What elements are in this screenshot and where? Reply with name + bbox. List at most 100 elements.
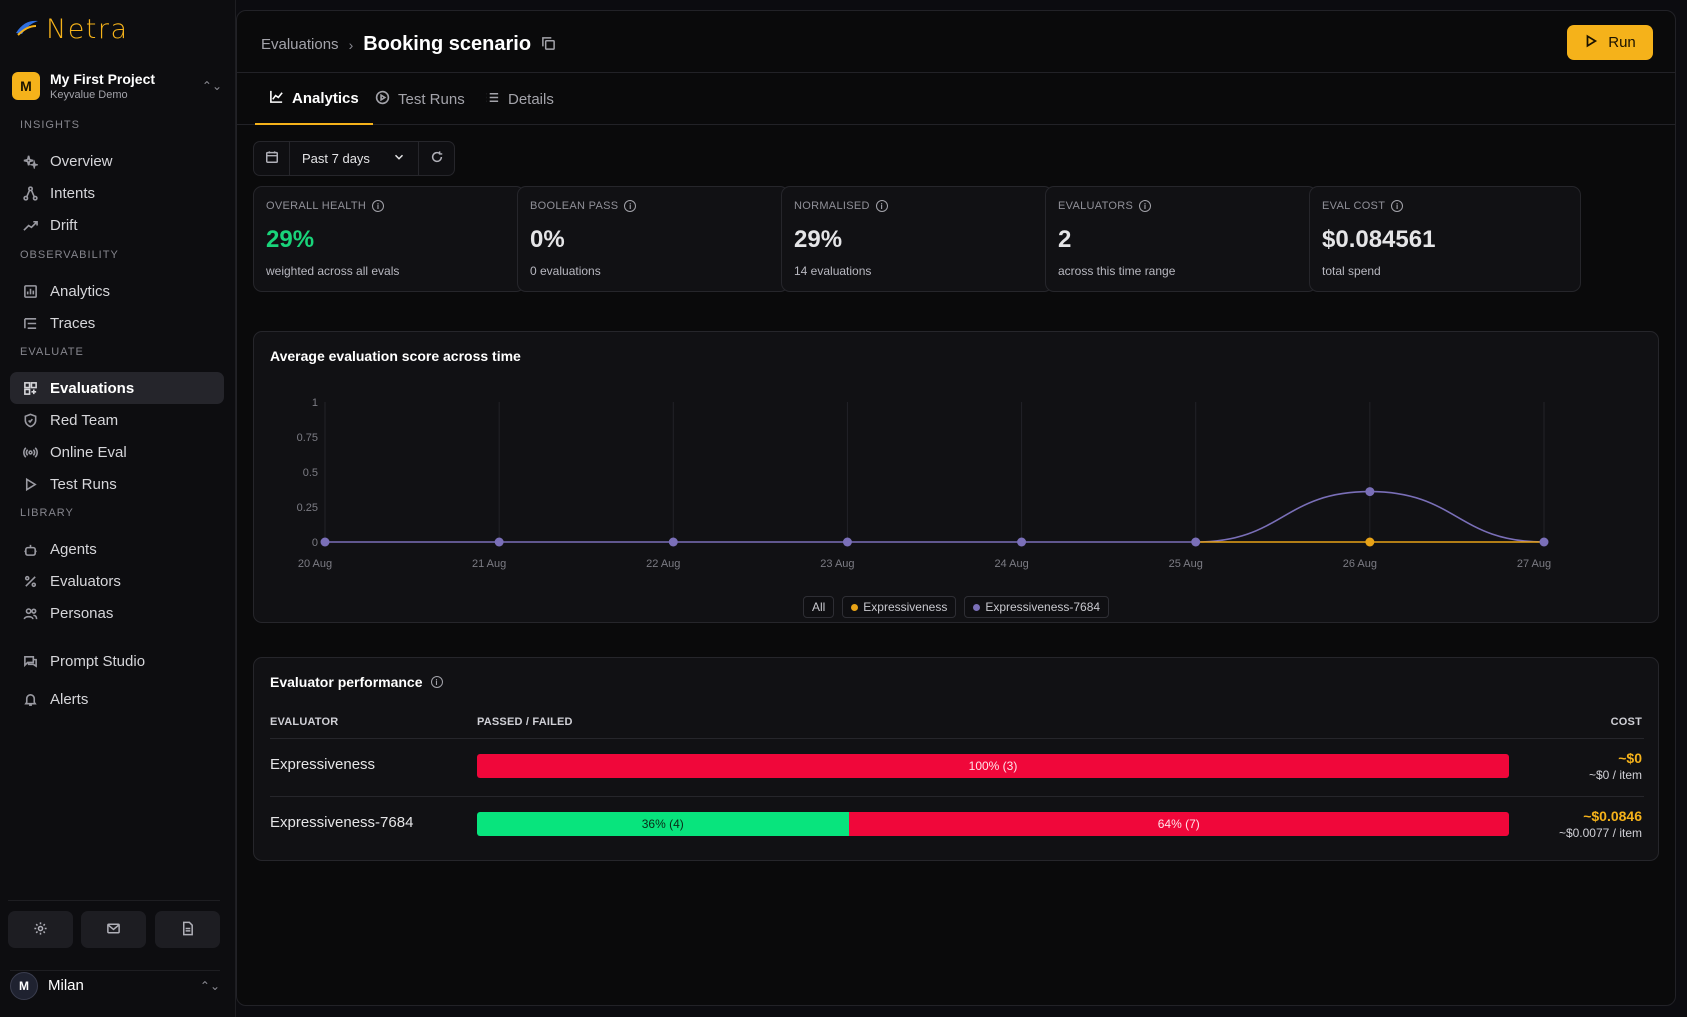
page-header: Evaluations › Booking scenario Run	[237, 11, 1675, 73]
info-icon[interactable]: i	[624, 200, 637, 212]
project-switcher[interactable]: M My First Project Keyvalue Demo ⌃⌄	[12, 68, 222, 104]
user-menu[interactable]: M Milan ⌃⌄	[10, 970, 220, 1000]
legend-dot	[851, 603, 859, 611]
list-tree-icon	[22, 315, 38, 331]
run-button[interactable]: Run	[1567, 25, 1653, 60]
info-icon[interactable]: i	[875, 200, 888, 212]
run-button-label: Run	[1608, 34, 1636, 51]
info-icon[interactable]: i	[430, 676, 443, 688]
chart-legend: All Expressiveness Expressiveness-7684	[254, 596, 1658, 618]
info-icon[interactable]: i	[1391, 200, 1404, 212]
users-icon	[22, 605, 38, 621]
sidebar-item-analytics[interactable]: Analytics	[10, 275, 224, 307]
score-chart-card: Average evaluation score across time 0 0.…	[253, 331, 1659, 623]
sidebar-item-red-team[interactable]: Red Team	[10, 404, 224, 436]
refresh-button[interactable]	[419, 142, 454, 175]
sidebar-item-alerts[interactable]: Alerts	[10, 683, 224, 715]
chevron-updown-icon: ⌃⌄	[199, 978, 220, 993]
refresh-icon	[430, 150, 444, 167]
tab-test-runs[interactable]: Test Runs	[361, 73, 479, 125]
document-icon	[180, 921, 195, 939]
list-icon	[485, 90, 500, 109]
mail-icon	[106, 921, 121, 939]
kpi-label: NORMALISED	[794, 200, 870, 212]
app-logo[interactable]: Netra	[14, 14, 129, 45]
y-tick-label: 1	[312, 397, 318, 409]
docs-button[interactable]	[155, 911, 220, 948]
legend-expressiveness[interactable]: Expressiveness	[842, 596, 957, 618]
y-tick-label: 0.25	[297, 502, 318, 514]
kpi-subtitle: 0 evaluations	[530, 264, 601, 278]
settings-button[interactable]	[8, 911, 73, 948]
x-tick-label: 25 Aug	[1169, 558, 1203, 570]
kpi-value: 29%	[794, 226, 843, 253]
sidebar-item-prompt-studio[interactable]: Prompt Studio	[10, 645, 224, 677]
calendar-button[interactable]	[254, 142, 290, 175]
copy-icon[interactable]	[541, 36, 556, 54]
pass-fail-bar: 100% (3)	[477, 754, 1509, 778]
kpi-card-normalised: NORMALISED i 29% 14 evaluations	[781, 186, 1053, 292]
sidebar-item-label: Alerts	[50, 690, 89, 708]
divider	[270, 738, 1644, 739]
bell-icon	[22, 691, 38, 707]
sidebar-item-label: Drift	[50, 216, 78, 234]
divider	[270, 796, 1644, 797]
data-point	[668, 537, 678, 547]
sidebar: Netra M My First Project Keyvalue Demo ⌃…	[0, 0, 236, 1017]
legend-all[interactable]: All	[802, 596, 835, 618]
performance-title-text: Evaluator performance	[270, 674, 423, 690]
info-icon[interactable]: i	[372, 200, 385, 212]
date-filter: Past 7 days	[253, 141, 455, 176]
sidebar-item-label: Analytics	[50, 282, 111, 300]
page-title: Booking scenario	[363, 33, 532, 55]
x-tick-label: 24 Aug	[994, 558, 1028, 570]
date-range-select[interactable]: Past 7 days	[290, 142, 419, 175]
sidebar-item-evaluators[interactable]: Evaluators	[10, 565, 224, 597]
sidebar-item-overview[interactable]: Overview	[10, 145, 224, 177]
sidebar-item-intents[interactable]: Intents	[10, 177, 224, 209]
y-tick-label: 0.75	[297, 432, 318, 444]
cost-cell: ~$0 ~$0 / item	[1589, 750, 1642, 782]
sidebar-item-label: Evaluators	[50, 572, 121, 590]
data-point	[1365, 537, 1375, 547]
pass-fail-bar: 36% (4) 64% (7)	[477, 812, 1509, 836]
data-point	[1191, 537, 1201, 547]
evaluator-performance-card: Evaluator performance i EVALUATOR PASSED…	[253, 657, 1659, 861]
sidebar-item-label: Agents	[50, 540, 97, 558]
sidebar-item-drift[interactable]: Drift	[10, 209, 224, 241]
project-avatar: M	[12, 72, 40, 100]
user-name: Milan	[48, 977, 84, 994]
cost-total: ~$0	[1618, 750, 1642, 766]
data-point	[320, 537, 330, 547]
kpi-card-eval-cost: EVAL COST i $0.084561 total spend	[1309, 186, 1581, 292]
breadcrumb-evaluations-link[interactable]: Evaluations	[261, 36, 339, 53]
sidebar-item-online-eval[interactable]: Online Eval	[10, 436, 224, 468]
column-header-evaluator: EVALUATOR	[270, 716, 339, 728]
data-point	[842, 537, 852, 547]
tab-label: Test Runs	[398, 90, 465, 108]
x-tick-label: 26 Aug	[1343, 558, 1377, 570]
broadcast-icon	[22, 444, 38, 460]
tab-details[interactable]: Details	[471, 73, 568, 125]
legend-expressiveness-7684[interactable]: Expressiveness-7684	[964, 596, 1110, 618]
data-point	[494, 537, 504, 547]
info-icon[interactable]: i	[1139, 200, 1152, 212]
sidebar-item-label: Intents	[50, 184, 96, 202]
play-circle-icon	[375, 90, 390, 109]
sidebar-item-agents[interactable]: Agents	[10, 533, 224, 565]
sidebar-item-traces[interactable]: Traces	[10, 307, 224, 339]
tab-label: Analytics	[292, 89, 359, 107]
x-tick-label: 23 Aug	[820, 558, 854, 570]
mail-button[interactable]	[81, 911, 146, 948]
sidebar-item-label: Prompt Studio	[50, 652, 146, 670]
chevron-updown-icon: ⌃⌄	[201, 79, 222, 93]
sparkle-icon	[22, 153, 38, 169]
tab-bar: Analytics Test Runs Details	[237, 73, 1675, 125]
kpi-subtitle: 14 evaluations	[794, 264, 872, 278]
sidebar-item-personas[interactable]: Personas	[10, 597, 224, 629]
sidebar-item-evaluations[interactable]: Evaluations	[10, 372, 224, 404]
legend-label: Expressiveness-7684	[985, 600, 1101, 614]
tab-analytics[interactable]: Analytics	[255, 73, 373, 125]
legend-label: Expressiveness	[863, 600, 948, 614]
sidebar-item-test-runs[interactable]: Test Runs	[10, 468, 224, 500]
